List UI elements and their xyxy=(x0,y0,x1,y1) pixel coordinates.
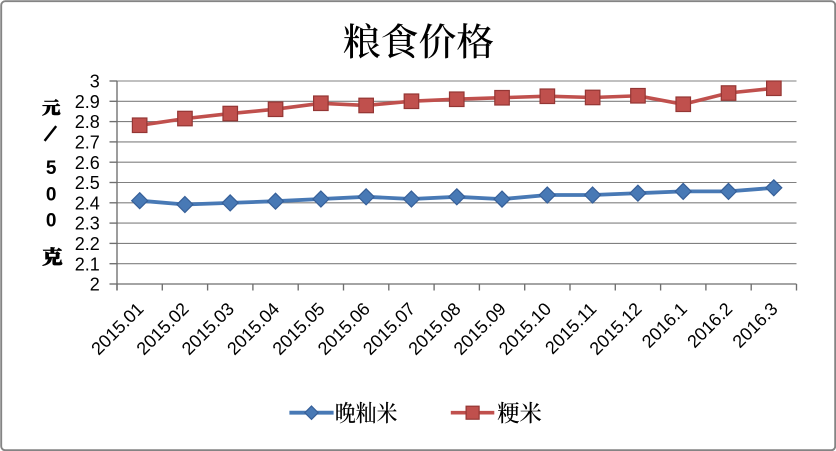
svg-text:2.6: 2.6 xyxy=(75,153,100,173)
svg-text:2.2: 2.2 xyxy=(75,234,100,254)
svg-text:2.7: 2.7 xyxy=(75,133,100,153)
svg-text:3: 3 xyxy=(90,72,100,92)
svg-text:2.4: 2.4 xyxy=(75,193,100,213)
svg-text:0: 0 xyxy=(46,211,57,232)
svg-text:2.3: 2.3 xyxy=(75,214,100,234)
svg-text:2.8: 2.8 xyxy=(75,112,100,132)
svg-text:2.5: 2.5 xyxy=(75,173,100,193)
svg-text:0: 0 xyxy=(46,184,57,205)
svg-text:2.9: 2.9 xyxy=(75,92,100,112)
svg-text:2.1: 2.1 xyxy=(75,254,100,274)
svg-text:5: 5 xyxy=(46,158,57,179)
svg-text:2: 2 xyxy=(90,275,100,295)
